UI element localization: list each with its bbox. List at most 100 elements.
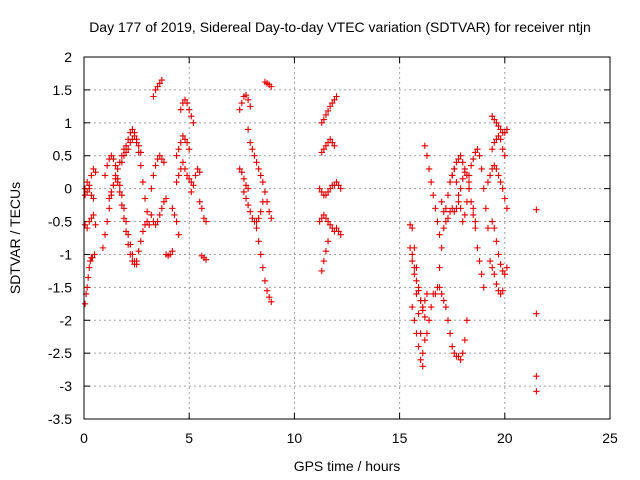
data-point bbox=[143, 208, 151, 215]
data-point bbox=[453, 159, 460, 166]
series-s10 bbox=[148, 152, 168, 192]
data-point bbox=[108, 188, 115, 196]
data-point bbox=[112, 175, 119, 182]
data-point bbox=[409, 224, 416, 232]
data-point bbox=[333, 178, 340, 186]
data-point bbox=[444, 317, 452, 324]
data-point bbox=[101, 231, 109, 238]
data-point bbox=[83, 188, 91, 196]
series-s19 bbox=[198, 252, 210, 263]
y-tick-label: 0.5 bbox=[53, 148, 73, 164]
data-point bbox=[455, 192, 462, 199]
data-point bbox=[162, 195, 170, 202]
data-point bbox=[118, 159, 126, 166]
series-s20 bbox=[236, 91, 254, 113]
data-point bbox=[491, 271, 498, 278]
data-point bbox=[337, 185, 344, 192]
data-point bbox=[320, 145, 328, 153]
data-point bbox=[463, 198, 471, 205]
data-point bbox=[436, 284, 443, 291]
series-s12 bbox=[162, 247, 176, 259]
data-point bbox=[467, 162, 475, 169]
data-point bbox=[122, 218, 130, 225]
data-point bbox=[533, 388, 540, 395]
x-tick-label: 25 bbox=[602, 430, 618, 446]
data-point bbox=[133, 136, 140, 143]
data-point bbox=[453, 178, 460, 186]
data-point bbox=[92, 168, 99, 176]
data-point bbox=[110, 182, 117, 189]
data-point bbox=[116, 188, 123, 196]
data-point bbox=[503, 205, 511, 212]
x-tick-label: 10 bbox=[287, 430, 303, 446]
data-point bbox=[268, 215, 275, 222]
x-tick-label: 15 bbox=[392, 430, 408, 446]
data-point bbox=[173, 152, 180, 159]
data-point bbox=[503, 126, 511, 133]
data-point bbox=[333, 93, 340, 100]
data-point bbox=[533, 206, 540, 213]
series-s2 bbox=[81, 165, 99, 192]
data-point bbox=[120, 152, 128, 159]
data-point bbox=[316, 185, 323, 192]
data-point bbox=[190, 119, 197, 127]
data-point bbox=[181, 165, 189, 173]
data-point bbox=[154, 83, 161, 90]
data-point bbox=[186, 175, 193, 182]
data-point bbox=[486, 172, 494, 179]
data-point bbox=[488, 145, 496, 153]
data-point bbox=[434, 218, 441, 225]
data-point bbox=[465, 185, 473, 192]
data-point bbox=[442, 218, 450, 225]
chart-title: Day 177 of 2019, Sidereal Day-to-day VTE… bbox=[89, 19, 591, 35]
data-point bbox=[169, 247, 176, 255]
data-point bbox=[179, 159, 187, 166]
y-tick-label: -2.5 bbox=[48, 345, 72, 361]
data-point bbox=[501, 271, 508, 278]
series-s7 bbox=[106, 175, 140, 268]
data-point bbox=[242, 91, 250, 99]
data-point bbox=[247, 139, 254, 146]
data-point bbox=[423, 290, 431, 298]
data-point bbox=[158, 155, 166, 163]
y-tick-label: -3.5 bbox=[48, 411, 72, 427]
data-point bbox=[337, 231, 344, 238]
data-point bbox=[503, 264, 511, 271]
data-point bbox=[497, 261, 504, 268]
data-point bbox=[472, 224, 479, 232]
data-point bbox=[486, 257, 494, 265]
data-point bbox=[465, 178, 473, 186]
data-point bbox=[177, 139, 184, 146]
y-tick-label: 1.5 bbox=[53, 82, 73, 98]
data-point bbox=[318, 267, 325, 275]
series-s40 bbox=[449, 165, 473, 225]
data-point bbox=[491, 162, 498, 169]
data-point bbox=[91, 251, 98, 258]
data-point bbox=[259, 264, 267, 271]
data-point bbox=[148, 185, 155, 192]
data-point bbox=[146, 221, 153, 229]
data-point bbox=[423, 152, 431, 159]
data-point bbox=[156, 152, 163, 159]
series-s47 bbox=[486, 257, 506, 298]
data-point bbox=[86, 264, 93, 271]
data-point bbox=[326, 103, 334, 110]
data-point bbox=[238, 168, 245, 176]
data-point bbox=[129, 126, 136, 133]
data-point bbox=[320, 211, 328, 219]
data-point bbox=[320, 257, 328, 265]
data-point bbox=[421, 142, 429, 150]
data-point bbox=[255, 215, 262, 222]
data-point bbox=[255, 165, 262, 173]
data-point bbox=[421, 336, 429, 344]
y-axis-label: SDTVAR / TECUs bbox=[7, 182, 23, 294]
data-point bbox=[320, 116, 328, 123]
series-s35 bbox=[421, 142, 443, 238]
data-point bbox=[118, 192, 126, 199]
data-point bbox=[427, 178, 435, 186]
data-point bbox=[474, 244, 481, 252]
data-point bbox=[108, 152, 115, 159]
data-point bbox=[493, 238, 500, 245]
series-s9 bbox=[150, 76, 166, 100]
data-point bbox=[137, 238, 145, 245]
